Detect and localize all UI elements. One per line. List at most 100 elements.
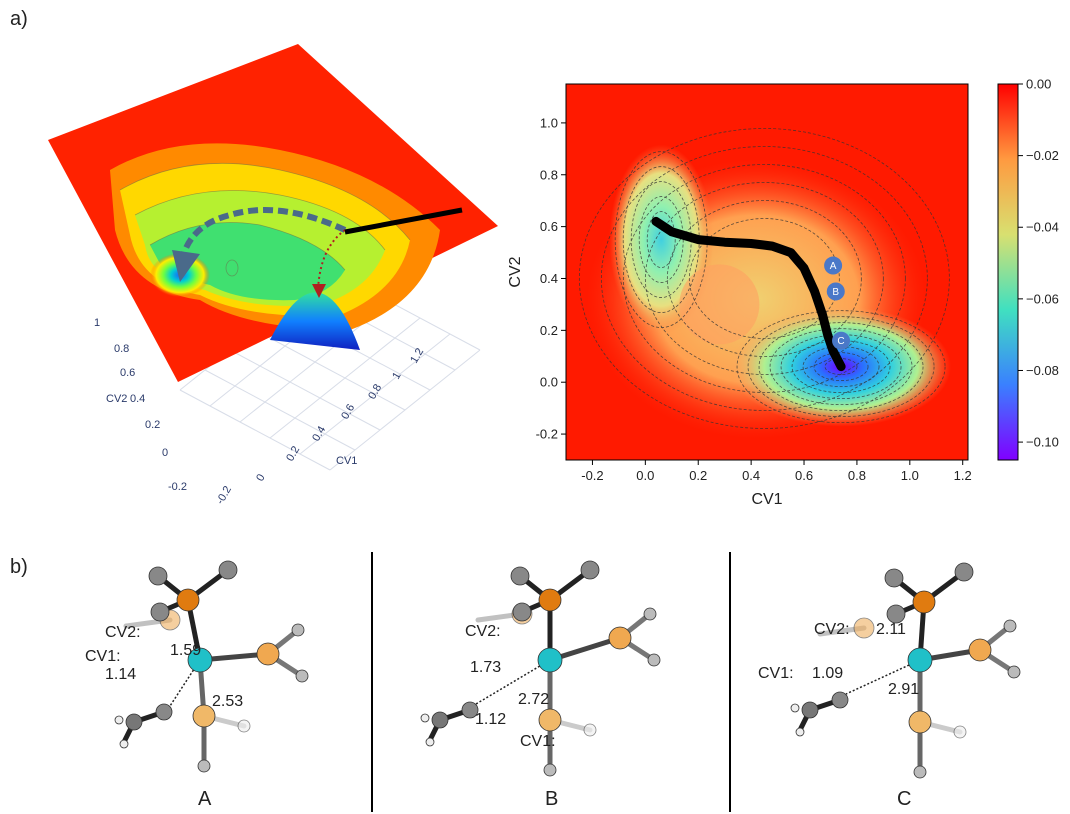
atom (295, 669, 309, 683)
colorbar-ticks: 0.00 −0.02 −0.04 −0.06 −0.08 −0.10 (1018, 77, 1059, 450)
heatmap-x-label: CV1 (751, 491, 782, 508)
x-tick-label: 1.0 (901, 468, 919, 483)
cv2-tick: 0.6 (120, 367, 135, 379)
atom (256, 642, 280, 666)
x-tick-label: 1.2 (954, 468, 972, 483)
agostic-interaction (845, 659, 921, 695)
atom (643, 607, 657, 621)
x-tick-label: 0.0 (636, 468, 654, 483)
atom (510, 566, 530, 586)
cv2-value: 1.73 (470, 659, 501, 676)
y-tick-label: 0.4 (540, 271, 558, 286)
atom (538, 588, 562, 612)
contour-line (736, 310, 946, 424)
atom (580, 560, 600, 580)
cv1-value: 1.14 (105, 666, 136, 683)
atom (913, 765, 927, 779)
panel-label-b: b) (10, 556, 28, 578)
contour-line (578, 128, 950, 429)
marker-dot (826, 282, 845, 301)
cv2-tick: 0.4 (130, 393, 145, 405)
colorbar-tick-label: −0.08 (1026, 363, 1059, 378)
atom (853, 617, 875, 639)
cv1-value: 1.09 (812, 665, 843, 682)
y-tick-label: 0.0 (540, 375, 558, 390)
surface-3d-cv1-title: CV1 (336, 455, 357, 467)
y-tick-label: 1.0 (540, 115, 558, 130)
distance-value: 2.91 (888, 681, 919, 698)
atom (583, 723, 597, 737)
atom (431, 711, 449, 729)
colorbar-tick-label: −0.06 (1026, 291, 1059, 306)
atom (543, 763, 557, 777)
colorbar-tick-label: −0.04 (1026, 220, 1059, 235)
contour-line (802, 346, 880, 388)
cv2-tick: 1 (94, 317, 100, 329)
contour-line (666, 200, 862, 357)
atom (954, 562, 974, 582)
marker-label: B (832, 287, 839, 298)
atom (420, 713, 430, 723)
atom (512, 602, 532, 622)
x-tick-label: 0.6 (795, 468, 813, 483)
structure-label-a: A (198, 788, 212, 810)
atom (291, 623, 305, 637)
y-tick-label: 0.2 (540, 323, 558, 338)
heatmap-y-label: CV2 (507, 256, 524, 287)
atom (461, 701, 479, 719)
cv2-tick: 0.8 (114, 343, 129, 355)
cv1-label: CV1: (758, 665, 794, 682)
distance-value: 2.53 (212, 693, 243, 710)
surface-3d-path-dashed (179, 207, 347, 261)
surface-3d-arrow-down (312, 284, 326, 298)
atom (192, 704, 216, 728)
cv1-label: CV1: (85, 648, 121, 665)
surface-3d-cv2-title: CV2 (106, 393, 127, 405)
atom (176, 588, 200, 612)
atom (608, 626, 632, 650)
path-marker: C (832, 331, 851, 350)
atom (912, 590, 936, 614)
atom (237, 719, 251, 733)
atom (187, 647, 213, 673)
x-tick-label: 0.4 (742, 468, 760, 483)
cv2-tick: -0.2 (168, 481, 187, 493)
cv2-label: CV2: (465, 623, 501, 640)
marker-label: A (830, 261, 837, 272)
atom (1007, 665, 1021, 679)
heatmap-markers: A B C (824, 256, 851, 350)
cv1-label: CV1: (520, 733, 556, 750)
atom (125, 713, 143, 731)
atom (197, 759, 211, 773)
x-tick-label: -0.2 (581, 468, 603, 483)
cv2-tick: 0 (162, 447, 168, 459)
path-marker: B (826, 282, 845, 301)
cv1-tick: 0 (254, 472, 267, 483)
colorbar (997, 83, 1019, 461)
atom (968, 638, 992, 662)
surface-3d-path-solid (344, 207, 463, 235)
marker-label: C (837, 336, 844, 347)
cv2-label: CV2: (105, 624, 141, 641)
heatmap-path (651, 216, 846, 372)
structure-label-b: B (545, 788, 559, 810)
atom (647, 653, 661, 667)
cv2-tick: 0.2 (145, 419, 160, 431)
structure-b: CV2: 1.73 CV1: 1.12 2.72 (420, 560, 661, 777)
cv2-value: 2.11 (876, 621, 906, 638)
atom (155, 703, 173, 721)
contour-line (646, 211, 676, 268)
cv1-value: 1.12 (475, 711, 506, 728)
surface-3d-path-dotted (317, 229, 346, 291)
cv1-tick: 1 (390, 370, 403, 381)
y-tick-label: 0.8 (540, 167, 558, 182)
y-tick-label: -0.2 (536, 427, 558, 442)
atom (150, 602, 170, 622)
colorbar-tick-label: 0.00 (1026, 77, 1051, 92)
panel-label-a: a) (10, 8, 28, 30)
contour-line (644, 182, 884, 375)
contour-line (688, 218, 840, 339)
atom (119, 739, 129, 749)
